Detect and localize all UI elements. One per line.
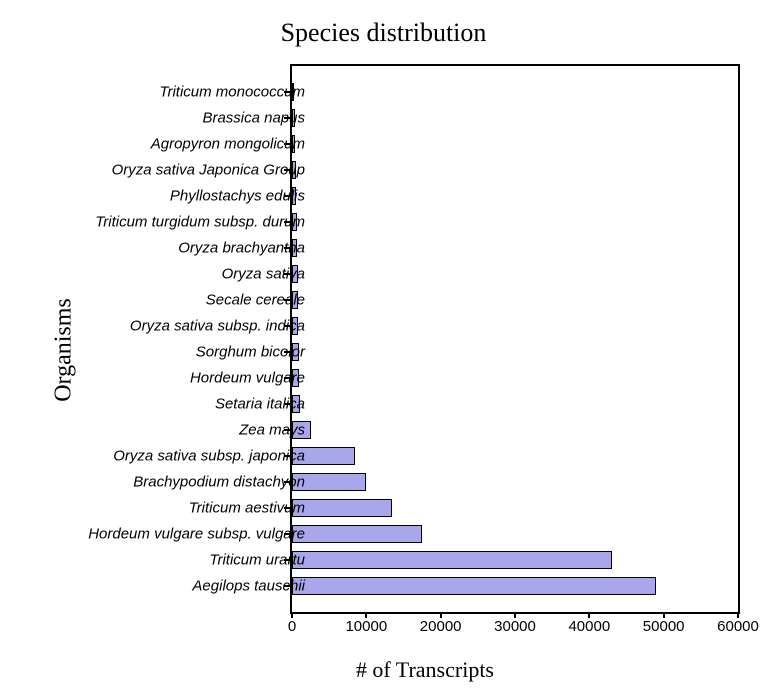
bar xyxy=(292,551,612,569)
y-tick-label: Aegilops tauschii xyxy=(192,578,305,595)
x-tick-label: 20000 xyxy=(420,618,462,635)
x-tick-label: 40000 xyxy=(568,618,610,635)
y-tick-label: Phyllostachys edulis xyxy=(170,188,305,205)
y-tick-label: Hordeum vulgare subsp. vulgare xyxy=(88,526,305,543)
x-tick-label: 0 xyxy=(288,618,296,635)
x-tick-label: 30000 xyxy=(494,618,536,635)
y-tick-label: Oryza sativa Japonica Group xyxy=(112,162,305,179)
chart-title: Species distribution xyxy=(0,18,767,48)
x-tick-label: 50000 xyxy=(643,618,685,635)
y-tick-label: Oryza sativa xyxy=(222,266,305,283)
plot-inner xyxy=(292,66,738,612)
y-tick-label: Triticum monococcum xyxy=(159,84,305,101)
y-tick-label: Triticum urartu xyxy=(209,552,305,569)
plot-area xyxy=(290,64,740,614)
y-tick-label: Sorghum bicolor xyxy=(196,344,305,361)
y-tick-label: Brachypodium distachyon xyxy=(133,474,305,491)
y-tick-label: Oryza sativa subsp. japonica xyxy=(113,448,305,465)
bar xyxy=(292,577,656,595)
y-tick-label: Triticum aestivum xyxy=(189,500,305,517)
y-tick-label: Secale cereale xyxy=(206,292,305,309)
x-axis-title: # of Transcripts xyxy=(356,657,494,683)
bar xyxy=(292,499,392,517)
y-tick-label: Hordeum vulgare xyxy=(190,370,305,387)
x-tick-label: 10000 xyxy=(345,618,387,635)
y-tick-label: Brassica napus xyxy=(202,110,305,127)
bar xyxy=(292,525,422,543)
species-distribution-chart: Species distribution Organisms # of Tran… xyxy=(0,0,767,699)
x-tick-label: 60000 xyxy=(717,618,759,635)
y-tick-label: Oryza brachyantha xyxy=(178,240,305,257)
y-tick-label: Triticum turgidum subsp. durum xyxy=(95,214,305,231)
y-tick-label: Zea mays xyxy=(239,422,305,439)
y-tick-label: Setaria italica xyxy=(215,396,305,413)
y-tick-label: Agropyron mongolicum xyxy=(151,136,305,153)
y-axis-title: Organisms xyxy=(50,298,77,402)
y-tick-label: Oryza sativa subsp. indica xyxy=(130,318,305,335)
